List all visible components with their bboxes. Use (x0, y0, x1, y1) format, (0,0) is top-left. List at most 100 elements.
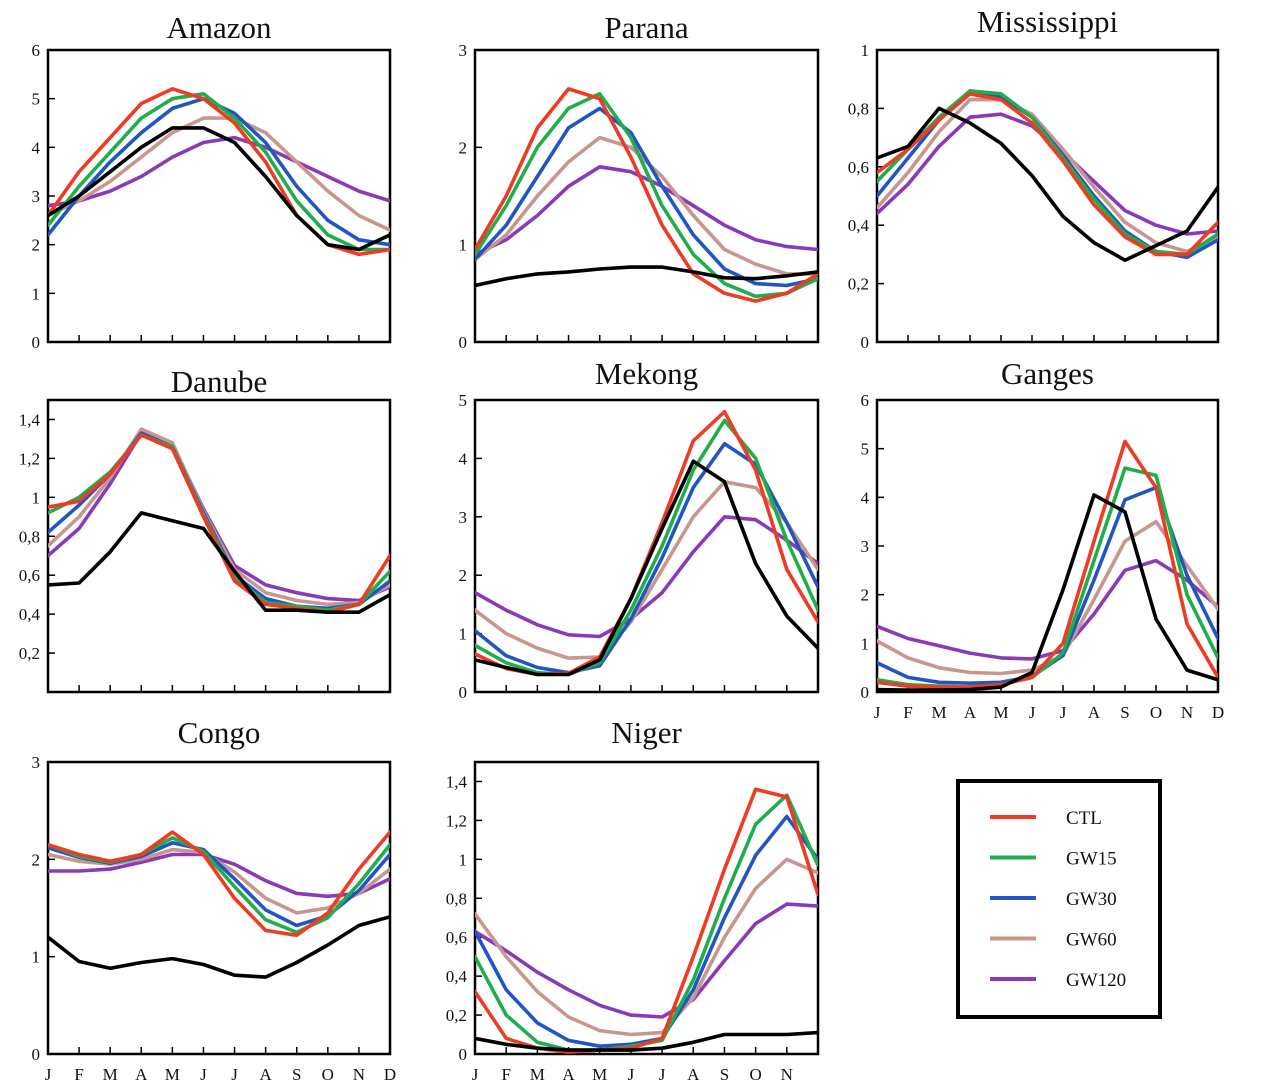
y-tick-label: 0,6 (19, 566, 40, 585)
series-group (877, 439, 1218, 692)
month-label: M (103, 1065, 118, 1084)
series-group (475, 87, 818, 303)
series-line-ctl (475, 87, 818, 303)
panels: Amazon 0 1 2 3 4 5 6 Parana 0 1 2 3 Mississippi 0 0,2 0,… (19, 4, 1224, 1084)
y-tick-label: 0 (32, 1045, 41, 1064)
series-line-gw60 (48, 427, 390, 607)
y-tick-label: 0,8 (446, 889, 467, 908)
series-line-ctl (48, 830, 390, 938)
panel-title: Niger (611, 715, 682, 750)
series-line-ctl (877, 439, 1218, 689)
y-tick-label: 0 (32, 333, 41, 352)
series-line-gw15 (475, 418, 818, 677)
y-tick-label: 0,4 (848, 216, 870, 235)
series-line-gw15 (48, 836, 390, 935)
y-tick-label: 0 (459, 1045, 468, 1064)
month-label: M (165, 1065, 180, 1084)
month-label: N (1181, 703, 1193, 722)
series-line-observed (475, 1030, 818, 1052)
series-line-gw15 (475, 92, 818, 299)
month-label: O (749, 1065, 761, 1084)
month-label: O (322, 1065, 334, 1084)
month-label: J (874, 703, 881, 722)
y-tick-label: 0,8 (848, 99, 869, 118)
y-tick-label: 3 (861, 537, 870, 556)
series-group (475, 409, 818, 677)
y-tick-label: 0 (861, 333, 870, 352)
legend-label: GW120 (1066, 970, 1126, 991)
plot-frame (46, 760, 392, 1056)
panel-mississippi: Mississippi 0 0,2 0,4 0,6 0,8 1 (848, 4, 1220, 352)
y-tick-label: 1,4 (446, 772, 468, 791)
y-tick-label: 4 (32, 138, 41, 157)
legend-item-gw15: GW15 (990, 849, 1117, 870)
series-line-gw60 (877, 519, 1218, 676)
y-tick-label: 1 (32, 284, 41, 303)
plot-frame (875, 398, 1220, 694)
y-tick-label: 1 (459, 850, 468, 869)
y-tick-label: 0,2 (848, 275, 869, 294)
series-line-gw60 (48, 116, 390, 232)
y-tick-label: 0,6 (848, 158, 869, 177)
legend-item-gw120: GW120 (990, 970, 1126, 991)
panel-amazon: Amazon 0 1 2 3 4 5 6 (32, 10, 392, 352)
legend-label: GW15 (1066, 849, 1117, 870)
month-label: A (1088, 703, 1101, 722)
legend-label: GW30 (1066, 889, 1117, 910)
y-tick-label: 6 (861, 391, 870, 410)
y-tick-label: 0,2 (19, 644, 40, 663)
y-tick-label: 1,2 (446, 811, 467, 830)
month-label: J (200, 1065, 207, 1084)
y-tick-label: 0,4 (19, 605, 41, 624)
panel-title: Danube (171, 364, 267, 399)
legend-label: GW60 (1066, 930, 1117, 951)
series-line-gw120 (475, 902, 818, 1019)
y-tick-label: 2 (32, 236, 41, 255)
plot-frame (473, 398, 820, 694)
y-tick-label: 0 (459, 333, 468, 352)
month-label: S (1120, 703, 1129, 722)
panel-title: Mekong (595, 356, 698, 391)
series-line-observed (475, 459, 818, 677)
legend-label: CTL (1066, 808, 1102, 829)
month-label: N (781, 1065, 793, 1084)
legend-box (956, 779, 1162, 1019)
month-label: J (1029, 703, 1036, 722)
plot-frame (473, 760, 820, 1056)
y-tick-label: 1 (459, 236, 468, 255)
series-line-observed (877, 493, 1218, 692)
series-line-gw30 (877, 89, 1218, 260)
series-line-gw120 (48, 135, 390, 208)
month-label: J (231, 1065, 238, 1084)
y-tick-label: 1 (861, 41, 870, 60)
series-line-observed (48, 126, 390, 252)
month-label: F (74, 1065, 83, 1084)
y-tick-label: 1,2 (19, 449, 40, 468)
series-group (877, 89, 1218, 263)
month-label: M (592, 1065, 607, 1084)
legend-item-gw30: GW30 (990, 889, 1117, 910)
series-line-gw30 (48, 840, 390, 928)
y-tick-label: 3 (32, 753, 41, 772)
series-line-gw120 (475, 514, 818, 639)
panel-title: Amazon (166, 10, 272, 45)
month-label: J (1060, 703, 1067, 722)
panel-title: Ganges (1001, 356, 1094, 391)
series-line-gw30 (48, 431, 390, 611)
month-label: J (659, 1065, 666, 1084)
series-line-gw60 (475, 857, 818, 1037)
month-label: N (353, 1065, 365, 1084)
y-tick-label: 6 (32, 41, 41, 60)
series-line-ctl (877, 92, 1218, 257)
panel-mekong: Mekong 0 1 2 3 4 5 (459, 356, 820, 702)
y-tick-label: 1 (459, 625, 468, 644)
month-label: A (562, 1065, 575, 1084)
panel-title: Mississippi (977, 4, 1119, 39)
y-tick-label: 2 (32, 850, 41, 869)
panel-title: Parana (604, 10, 689, 45)
month-label: A (687, 1065, 700, 1084)
